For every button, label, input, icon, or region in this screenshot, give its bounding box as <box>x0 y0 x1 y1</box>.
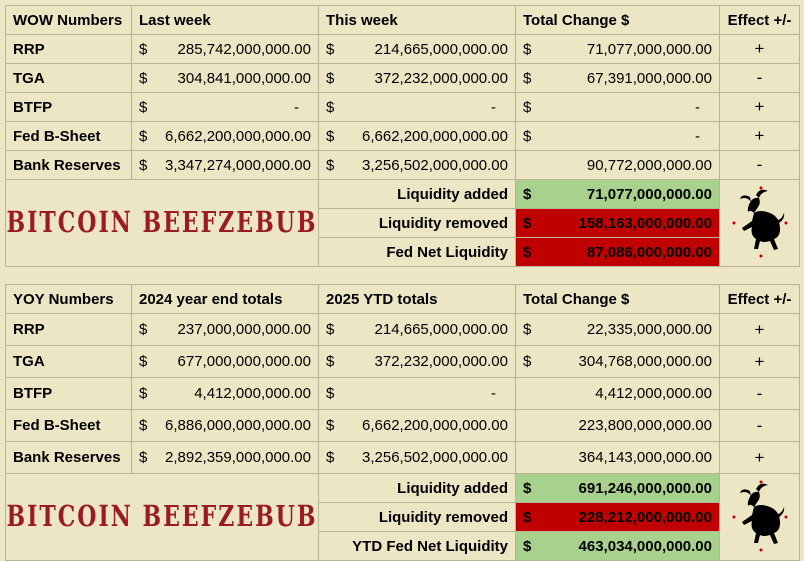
last-week-cell: $285,742,000,000.00 <box>131 34 319 64</box>
table-row: Bank Reserves $2,892,359,000,000.00 $3,2… <box>5 441 800 474</box>
yoy-header-label: YOY Numbers <box>5 284 132 314</box>
brand-banner: BITCOIN BEEFZEBUB <box>5 473 319 561</box>
yoy-header-effect: Effect +/- <box>719 284 800 314</box>
effect-cell: - <box>719 150 800 180</box>
year-end-cell: $2,892,359,000,000.00 <box>131 441 319 474</box>
ytd-cell: $372,232,000,000.00 <box>318 345 516 378</box>
this-week-cell: $3,256,502,000,000.00 <box>318 150 516 180</box>
change-cell: $304,768,000,000.00 <box>515 345 720 378</box>
yoy-header-2024: 2024 year end totals <box>131 284 319 314</box>
ytd-cell: $214,665,000,000.00 <box>318 313 516 346</box>
table-row: BTFP $ - $ - $ - + <box>5 92 800 122</box>
row-label: Bank Reserves <box>5 441 132 474</box>
liquidity-added-label: Liquidity added <box>318 473 516 503</box>
table-row: Bank Reserves $3,347,274,000,000.00 $3,2… <box>5 150 800 180</box>
yoy-table: YOY Numbers 2024 year end totals 2025 YT… <box>5 284 800 561</box>
liquidity-removed-value: $228,212,000,000.00 <box>515 502 720 532</box>
ytd-cell: $ - <box>318 377 516 410</box>
table-row: Fed B-Sheet $6,662,200,000,000.00 $6,662… <box>5 121 800 151</box>
table-row: TGA $677,000,000,000.00 $372,232,000,000… <box>5 345 800 378</box>
effect-cell: - <box>719 63 800 93</box>
row-label: TGA <box>5 345 132 378</box>
last-week-cell: $3,347,274,000,000.00 <box>131 150 319 180</box>
ytd-cell: $3,256,502,000,000.00 <box>318 441 516 474</box>
liquidity-removed-label: Liquidity removed <box>318 502 516 532</box>
effect-cell: - <box>719 409 800 442</box>
net-liquidity-label: YTD Fed Net Liquidity <box>318 531 516 561</box>
liquidity-added-value: $691,246,000,000.00 <box>515 473 720 503</box>
brand-text: BITCOIN BEEFZEBUB <box>6 500 318 534</box>
wow-header-this-week: This week <box>318 5 516 35</box>
row-label: RRP <box>5 313 132 346</box>
row-label: Fed B-Sheet <box>5 121 132 151</box>
wow-header-effect: Effect +/- <box>719 5 800 35</box>
ytd-cell: $6,662,200,000,000.00 <box>318 409 516 442</box>
wow-header-total-change: Total Change $ <box>515 5 720 35</box>
liquidity-added-label: Liquidity added <box>318 179 516 209</box>
table-row: RRP $237,000,000,000.00 $214,665,000,000… <box>5 313 800 346</box>
this-week-cell: $214,665,000,000.00 <box>318 34 516 64</box>
goat-logo-icon <box>719 179 800 267</box>
yoy-header-2025: 2025 YTD totals <box>318 284 516 314</box>
brand-text: BITCOIN BEEFZEBUB <box>6 206 318 240</box>
last-week-cell: $304,841,000,000.00 <box>131 63 319 93</box>
change-cell: 364,143,000,000.00 <box>515 441 720 474</box>
effect-cell: + <box>719 34 800 64</box>
effect-cell: + <box>719 313 800 346</box>
row-label: Bank Reserves <box>5 150 132 180</box>
this-week-cell: $372,232,000,000.00 <box>318 63 516 93</box>
wow-header-last-week: Last week <box>131 5 319 35</box>
brand-banner: BITCOIN BEEFZEBUB <box>5 179 319 267</box>
net-liquidity-value: $87,086,000,000.00 <box>515 237 720 267</box>
table-row: BTFP $4,412,000,000.00 $ - 4,412,000,000.… <box>5 377 800 410</box>
change-cell: 90,772,000,000.00 <box>515 150 720 180</box>
liquidity-added-value: $71,077,000,000.00 <box>515 179 720 209</box>
this-week-cell: $ - <box>318 92 516 122</box>
effect-cell: + <box>719 441 800 474</box>
row-label: RRP <box>5 34 132 64</box>
change-cell: 223,800,000,000.00 <box>515 409 720 442</box>
change-cell: 4,412,000,000.00 <box>515 377 720 410</box>
year-end-cell: $677,000,000,000.00 <box>131 345 319 378</box>
year-end-cell: $237,000,000,000.00 <box>131 313 319 346</box>
row-label: TGA <box>5 63 132 93</box>
last-week-cell: $6,662,200,000,000.00 <box>131 121 319 151</box>
wow-table: WOW Numbers Last week This week Total Ch… <box>5 5 800 267</box>
change-cell: $ - <box>515 92 720 122</box>
net-liquidity-value: $463,034,000,000.00 <box>515 531 720 561</box>
table-row: RRP $285,742,000,000.00 $214,665,000,000… <box>5 34 800 64</box>
effect-cell: + <box>719 345 800 378</box>
table-row: Fed B-Sheet $6,886,000,000,000.00 $6,662… <box>5 409 800 442</box>
year-end-cell: $4,412,000,000.00 <box>131 377 319 410</box>
wow-header-label: WOW Numbers <box>5 5 132 35</box>
goat-logo-icon <box>719 473 800 561</box>
row-label: BTFP <box>5 377 132 410</box>
change-cell: $67,391,000,000.00 <box>515 63 720 93</box>
effect-cell: + <box>719 121 800 151</box>
effect-cell: + <box>719 92 800 122</box>
year-end-cell: $6,886,000,000,000.00 <box>131 409 319 442</box>
change-cell: $71,077,000,000.00 <box>515 34 720 64</box>
effect-cell: - <box>719 377 800 410</box>
liquidity-removed-label: Liquidity removed <box>318 208 516 238</box>
change-cell: $ - <box>515 121 720 151</box>
this-week-cell: $6,662,200,000,000.00 <box>318 121 516 151</box>
last-week-cell: $ - <box>131 92 319 122</box>
table-row: TGA $304,841,000,000.00 $372,232,000,000… <box>5 63 800 93</box>
change-cell: $22,335,000,000.00 <box>515 313 720 346</box>
liquidity-removed-value: $158,163,000,000.00 <box>515 208 720 238</box>
yoy-header-total-change: Total Change $ <box>515 284 720 314</box>
net-liquidity-label: Fed Net Liquidity <box>318 237 516 267</box>
row-label: BTFP <box>5 92 132 122</box>
row-label: Fed B-Sheet <box>5 409 132 442</box>
